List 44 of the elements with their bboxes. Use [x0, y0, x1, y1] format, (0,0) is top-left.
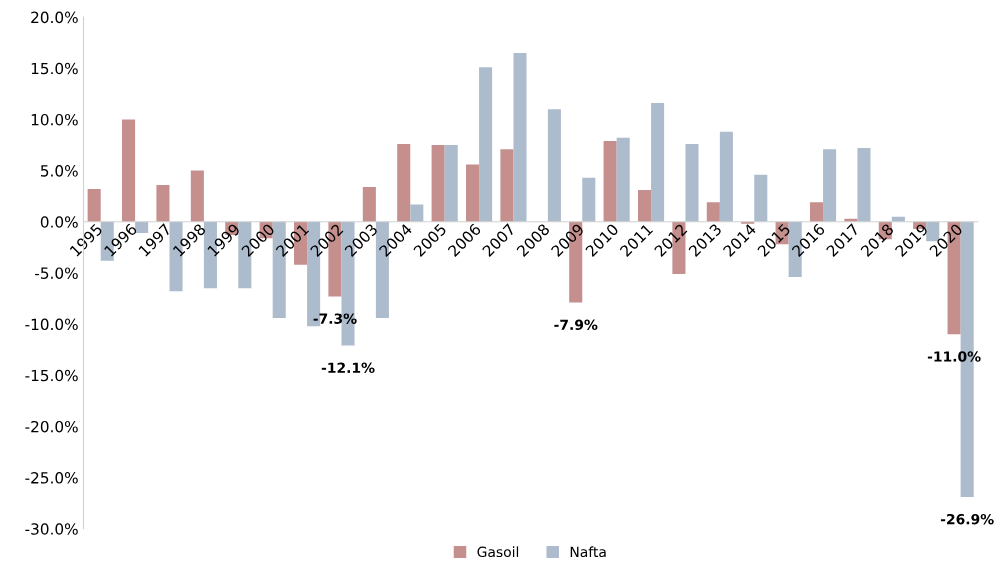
- bar: [637, 190, 652, 222]
- bar: [397, 144, 411, 222]
- bar: [466, 164, 480, 222]
- bar: [603, 140, 617, 222]
- bar: [410, 204, 424, 222]
- bar: [719, 131, 733, 222]
- bar: [479, 67, 493, 222]
- y-tick-label: 5.0%: [41, 165, 78, 177]
- bar: [500, 149, 514, 222]
- bar: [582, 177, 596, 222]
- bar: [362, 186, 376, 222]
- bar: [513, 52, 527, 222]
- bar: [685, 144, 699, 222]
- data-label: -26.9%: [940, 513, 994, 525]
- bar: [809, 202, 824, 222]
- bar: [156, 184, 170, 222]
- legend-label: Nafta: [570, 546, 606, 558]
- y-tick-label: 15.0%: [31, 62, 78, 75]
- y-tick-label: -20.0%: [25, 420, 78, 433]
- y-tick-label: -25.0%: [25, 472, 78, 484]
- y-tick-label: -30.0%: [25, 523, 78, 535]
- y-tick-label: 10.0%: [31, 113, 78, 126]
- bar: [444, 145, 458, 222]
- bar: [122, 119, 136, 222]
- bar: [87, 189, 101, 222]
- data-label: -7.9%: [554, 319, 598, 331]
- bar: [651, 103, 665, 222]
- data-label: -7.3%: [313, 313, 357, 324]
- data-label: -12.1%: [321, 362, 375, 374]
- bar: [706, 202, 720, 222]
- y-tick-label: 20.0%: [31, 11, 78, 24]
- legend-label: Gasoil: [477, 546, 519, 558]
- bar: [857, 148, 871, 222]
- bar: [754, 174, 768, 222]
- bar: [616, 137, 630, 222]
- y-tick-label: -10.0%: [25, 318, 78, 331]
- bar: [547, 109, 561, 222]
- bar: [431, 145, 445, 222]
- y-tick-label: -15.0%: [25, 369, 78, 382]
- data-label: -11.0%: [927, 351, 981, 362]
- bar: [741, 221, 755, 224]
- y-tick-label: -5.0%: [35, 267, 78, 279]
- bar: [190, 170, 204, 222]
- bar: [823, 149, 837, 222]
